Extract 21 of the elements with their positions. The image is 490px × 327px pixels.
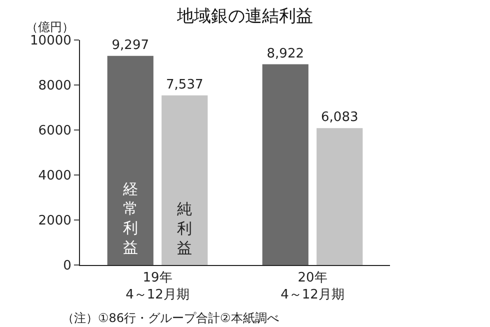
y-tick-label: 8000 xyxy=(38,78,72,94)
bar xyxy=(316,128,363,265)
data-label: 7,537 xyxy=(166,77,204,92)
chart-title: 地域銀の連結利益 xyxy=(176,6,313,27)
text: （注）①86行・グループ合計②本紙調べ xyxy=(62,311,279,325)
series-label: 経常利益 xyxy=(122,180,138,256)
y-axis-title: （億円） xyxy=(26,20,74,34)
data-label: 8,922 xyxy=(266,46,304,62)
data-label: 6,083 xyxy=(321,110,358,126)
bar xyxy=(162,95,208,265)
y-tick-label: 4000 xyxy=(38,168,72,184)
series-label: 純利益 xyxy=(177,200,192,257)
y-tick-label: 2000 xyxy=(38,214,72,229)
x-tick-label: 19年 4～12月期 xyxy=(126,270,190,302)
y-tick-label: 0 xyxy=(63,258,72,274)
data-label: 9,297 xyxy=(112,38,149,53)
bar xyxy=(262,64,308,265)
bar xyxy=(107,56,154,265)
y-tick-label: 10000 xyxy=(30,34,72,49)
y-tick-label: 6000 xyxy=(38,124,72,139)
x-tick-label: 20年 4～12月期 xyxy=(280,270,344,302)
